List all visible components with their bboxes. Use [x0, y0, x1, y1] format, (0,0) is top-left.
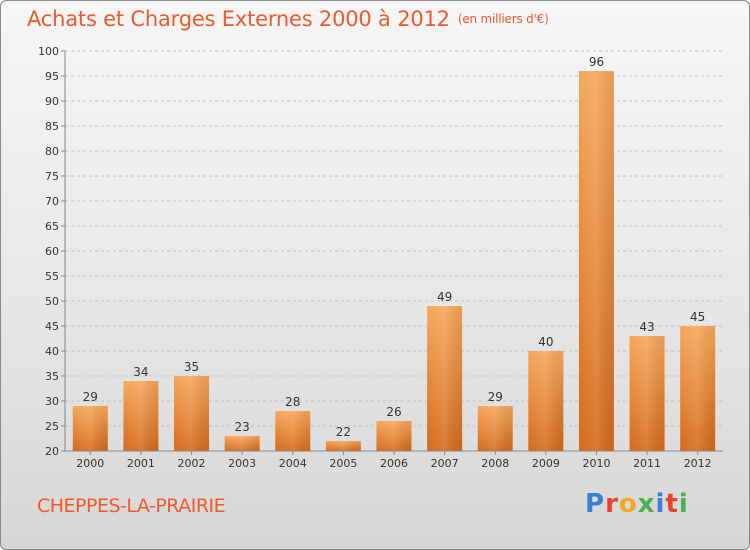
y-tick-label: 25 — [45, 420, 59, 433]
bar-shine — [325, 441, 361, 451]
bar-shine — [123, 381, 159, 451]
x-tick-label: 2006 — [380, 457, 408, 470]
y-tick-label: 20 — [45, 445, 59, 458]
logo-letter: P — [585, 489, 606, 519]
grid-lines — [65, 50, 723, 452]
bar-value-label: 34 — [133, 365, 148, 379]
y-tick-label: 40 — [45, 345, 59, 358]
chart-title-text: Achats et Charges Externes 2000 à 2012 — [27, 7, 450, 31]
logo-letter: i — [655, 489, 666, 519]
proxiti-logo: Proxiti — [585, 489, 689, 519]
logo-letter: i — [678, 489, 689, 519]
bar-shine — [376, 421, 412, 451]
y-tick-label: 65 — [45, 220, 59, 233]
bar-shine — [578, 71, 614, 451]
x-tick-label: 2011 — [633, 457, 661, 470]
x-tick-label: 2003 — [228, 457, 256, 470]
bar-value-label: 43 — [639, 320, 654, 334]
bar-shine — [174, 376, 210, 451]
x-axis: 2000 2001 2002 2003 2004 2005 2006 2007 2008 2009… — [65, 450, 723, 470]
bar-value-label: 40 — [538, 335, 553, 349]
y-tick-label: 85 — [45, 120, 59, 133]
bar-value-label: 26 — [386, 405, 401, 419]
bar-value-label: 23 — [235, 420, 250, 434]
bar-shine — [477, 406, 513, 451]
x-tick-label: 2000 — [76, 457, 104, 470]
bar-shine — [528, 351, 564, 451]
y-tick-label: 55 — [45, 270, 59, 283]
x-tick-label: 2004 — [279, 457, 307, 470]
bar-shine — [427, 306, 463, 451]
bar-value-label: 49 — [437, 290, 452, 304]
y-tick-label: 35 — [45, 370, 59, 383]
commune-name: CHEPPES-LA-PRAIRIE — [37, 495, 226, 517]
bar-shine — [629, 336, 665, 451]
logo-letter: o — [618, 489, 638, 519]
y-tick-label: 60 — [45, 245, 59, 258]
logo-letter: t — [665, 489, 679, 519]
bar-value-label: 96 — [589, 55, 604, 69]
x-tick-label: 2012 — [684, 457, 712, 470]
x-tick-label: 2010 — [582, 457, 610, 470]
y-tick-label: 70 — [45, 195, 59, 208]
bar-value-label: 45 — [690, 310, 705, 324]
y-tick-label: 80 — [45, 145, 59, 158]
bar-shine — [72, 406, 108, 451]
bar-value-label: 29 — [488, 390, 503, 404]
y-axis: 20 25 30 35 40 45 50 55 60 65 70 75 80 85 90 95 100 — [38, 45, 66, 458]
x-tick-label: 2009 — [532, 457, 560, 470]
bar-value-label: 29 — [83, 390, 98, 404]
y-tick-label: 30 — [45, 395, 59, 408]
logo-letter: x — [637, 489, 656, 519]
x-tick-label: 2005 — [329, 457, 357, 470]
y-tick-label: 100 — [38, 45, 59, 58]
y-tick-label: 75 — [45, 170, 59, 183]
y-tick-label: 50 — [45, 295, 59, 308]
y-tick-label: 95 — [45, 70, 59, 83]
bar-value-label: 35 — [184, 360, 199, 374]
bar-value-label: 22 — [336, 425, 351, 439]
chart-title: Achats et Charges Externes 2000 à 2012 (e… — [27, 7, 549, 31]
bar-shine — [224, 436, 260, 451]
x-tick-label: 2002 — [178, 457, 206, 470]
x-tick-label: 2007 — [431, 457, 459, 470]
logo-letter: r — [605, 489, 619, 519]
y-tick-label: 90 — [45, 95, 59, 108]
chart-unit: (en milliers d'€) — [457, 12, 549, 26]
x-tick-label: 2001 — [127, 457, 155, 470]
y-tick-label: 45 — [45, 320, 59, 333]
bar-value-label: 28 — [285, 395, 300, 409]
bar-shine — [680, 326, 716, 451]
bar-shine — [275, 411, 311, 451]
bars: 29 34 35 23 28 22 26 49 29 40 96 43 45 — [72, 55, 716, 451]
x-tick-label: 2008 — [481, 457, 509, 470]
